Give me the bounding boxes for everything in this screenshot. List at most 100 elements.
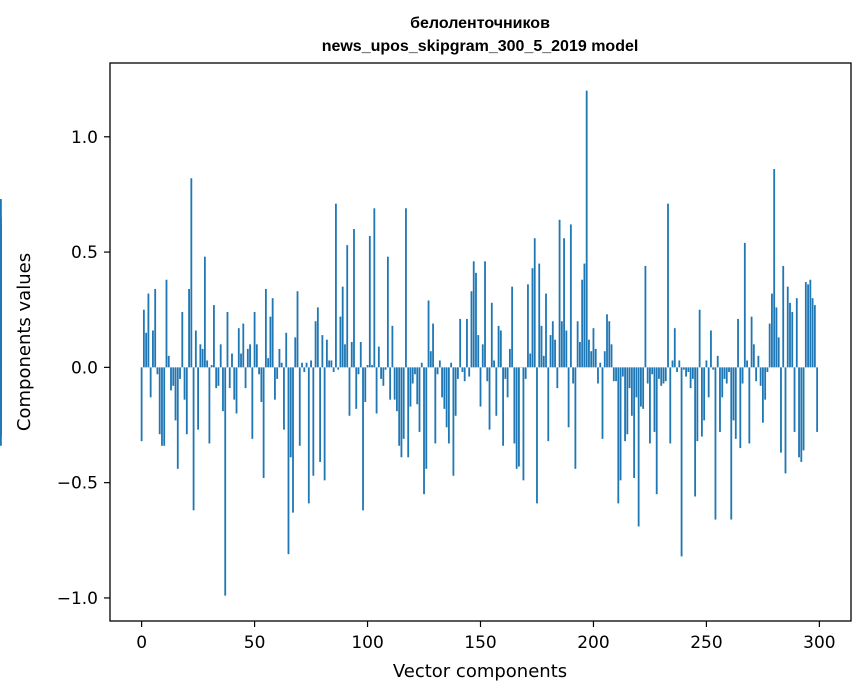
bar-component-250 <box>705 360 708 368</box>
bar-component-259 <box>725 367 728 384</box>
bar-component-68 <box>294 337 297 368</box>
x-axis-label: Vector components <box>393 661 567 682</box>
bar-component-141 <box>459 318 462 368</box>
bar-component-143 <box>463 367 466 382</box>
bar-component-135 <box>445 367 448 428</box>
bar-component-213 <box>621 367 624 377</box>
bar-component-171 <box>527 284 529 368</box>
bar-component-76 <box>312 367 315 476</box>
bar-component-208 <box>610 344 613 368</box>
bar-component-85 <box>332 367 335 372</box>
bar-component-190 <box>569 224 572 368</box>
bar-component-18 <box>181 312 184 368</box>
bar-component-200 <box>592 328 595 368</box>
bar-component-24 <box>194 330 197 368</box>
bar-component-255 <box>716 355 719 368</box>
bar-component-296 <box>809 279 812 368</box>
bar-component-99 <box>364 367 367 402</box>
bar-component-32 <box>213 305 215 368</box>
bar-component-286 <box>786 286 789 368</box>
bar-component-55 <box>264 288 267 368</box>
bar-component-14 <box>172 367 175 386</box>
bar-component-249 <box>703 367 706 421</box>
bar-component-137 <box>450 362 453 368</box>
x-tick-label: 250 <box>690 633 722 653</box>
bar-component-28 <box>203 256 206 368</box>
bar-component-204 <box>601 367 604 439</box>
bar-component-10 <box>163 367 166 446</box>
bar-component-290 <box>795 298 798 368</box>
bar-component-133 <box>441 367 443 398</box>
y-tick-label: −0.5 <box>57 474 98 494</box>
bar-component-74 <box>307 367 310 504</box>
bar-component-196 <box>583 263 586 368</box>
bar-component-226 <box>651 367 654 375</box>
bar-component-7 <box>156 367 159 375</box>
x-tick-label: 100 <box>351 633 383 653</box>
bar-component-252 <box>710 330 712 368</box>
bar-component-247 <box>698 309 701 368</box>
bar-component-183 <box>554 339 556 368</box>
bar-component-20 <box>185 367 188 435</box>
bar-component-115 <box>400 367 403 458</box>
bar-component-278 <box>768 323 771 368</box>
bar-component-70 <box>298 367 301 446</box>
bar-component-43 <box>237 328 240 368</box>
bar-component-103 <box>373 208 376 368</box>
bar-component-82 <box>325 339 328 368</box>
bar-component-270 <box>750 316 753 368</box>
bar-component-40 <box>231 353 233 368</box>
bar-component-88 <box>339 316 342 368</box>
bar-component-222 <box>642 367 645 409</box>
bar-component-225 <box>649 367 651 444</box>
bar-component-161 <box>504 367 507 379</box>
bar-component-127 <box>427 300 430 368</box>
bar-component-179 <box>545 293 547 368</box>
bar-component-288 <box>791 312 794 368</box>
bar-component-126 <box>425 367 428 469</box>
bar-component-152 <box>484 261 486 368</box>
bar-component-131 <box>436 367 439 375</box>
bar-component-89 <box>341 286 344 368</box>
bar-component-120 <box>411 367 414 384</box>
bar-component-140 <box>457 367 459 379</box>
bar-component-205 <box>603 351 606 368</box>
bar-component-164 <box>511 286 514 368</box>
bar-component-69 <box>296 291 299 368</box>
bar-component-46 <box>244 367 247 389</box>
bar-component-274 <box>759 367 762 386</box>
bar-component-230 <box>660 367 663 386</box>
bar-component-297 <box>811 298 814 368</box>
bar-component-248 <box>700 367 703 437</box>
bar-component-162 <box>506 367 509 398</box>
bar-component-25 <box>197 367 200 430</box>
bar-component-4 <box>149 367 152 398</box>
bar-component-1 <box>142 309 145 368</box>
bar-component-147 <box>472 261 475 368</box>
bar-component-169 <box>522 367 525 481</box>
bar-component-91 <box>346 245 349 368</box>
chart-title: белоленточников <box>410 15 550 32</box>
bar-component-53 <box>260 367 263 402</box>
bar-component-72 <box>303 367 306 372</box>
bar-component-51 <box>255 344 258 368</box>
bar-component-86 <box>335 203 337 368</box>
y-tick-label: 1.0 <box>71 128 98 148</box>
bar-component-151 <box>481 344 484 368</box>
bar-component-35 <box>219 344 222 368</box>
y-tick-label: 0.5 <box>71 243 98 263</box>
bar-component-138 <box>452 367 455 476</box>
bar-component-260 <box>728 367 730 372</box>
bar-component-29 <box>206 360 209 368</box>
bar-component-285 <box>784 367 787 474</box>
bar-component-189 <box>567 367 570 428</box>
x-tick-label: 0 <box>136 633 147 653</box>
bar-component-273 <box>757 355 760 368</box>
bar-component-185 <box>558 219 561 368</box>
bar-component-173 <box>531 268 534 368</box>
bar-component-178 <box>542 355 545 368</box>
bar-component-107 <box>382 367 385 386</box>
bar-component-58 <box>271 298 274 368</box>
bar-component-165 <box>513 367 516 444</box>
bar-component-undefined <box>0 367 2 382</box>
